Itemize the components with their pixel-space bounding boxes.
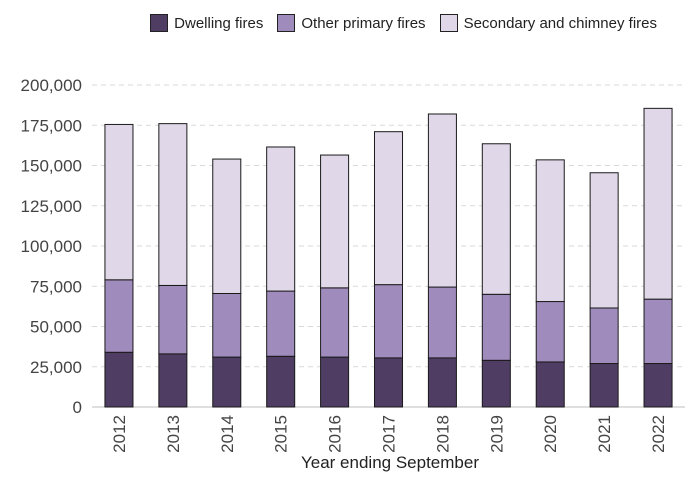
x-tick-label: 2014	[218, 415, 237, 453]
bar-segment-2017-0	[373, 357, 404, 408]
y-tick-label: 25,000	[30, 358, 82, 377]
x-axis-title: Year ending September	[301, 453, 479, 472]
legend-label-dwelling: Dwelling fires	[174, 14, 264, 32]
bar-segment-2020-1	[535, 301, 565, 363]
bar-segment-2020-0	[535, 361, 565, 408]
x-tick-label: 2013	[164, 415, 183, 453]
bar-segment-2021-0	[589, 363, 619, 408]
bar-segment-2022-1	[643, 298, 673, 365]
bar-segment-2022-2	[643, 107, 673, 300]
bar-segment-2013-2	[158, 123, 188, 286]
y-tick-label: 200,000	[21, 76, 82, 95]
bar-segment-2014-0	[212, 356, 242, 408]
chart-legend: Dwelling fires Other primary fires Secon…	[0, 10, 693, 36]
bar-segment-2021-2	[589, 172, 619, 309]
bar-segment-2017-1	[373, 284, 404, 359]
bar-segment-2013-0	[158, 353, 188, 408]
bar-segment-2012-1	[104, 279, 134, 353]
bar-segment-2019-0	[481, 359, 511, 408]
bar-segment-2020-2	[535, 159, 565, 303]
bar-segment-2019-2	[481, 143, 511, 295]
legend-item-other-primary: Other primary fires	[277, 14, 426, 32]
bar-segment-2012-2	[104, 123, 134, 281]
bar-segment-2018-2	[427, 113, 457, 288]
bar-segment-2017-2	[373, 131, 404, 286]
y-tick-label: 100,000	[21, 237, 82, 256]
y-tick-label: 125,000	[21, 197, 82, 216]
x-tick-label: 2015	[272, 415, 291, 453]
x-tick-label: 2022	[649, 415, 668, 453]
legend-swatch-secondary	[439, 14, 458, 32]
y-tick-label: 0	[73, 398, 82, 417]
bar-segment-2016-0	[320, 356, 350, 408]
bars	[104, 107, 673, 408]
x-tick-label: 2019	[487, 415, 506, 453]
x-tick-label: 2017	[380, 415, 399, 453]
y-tick-label: 150,000	[21, 157, 82, 176]
x-tick-label: 2021	[595, 415, 614, 453]
bar-segment-2021-1	[589, 307, 619, 365]
bar-segment-2015-0	[266, 355, 296, 408]
legend-item-dwelling: Dwelling fires	[150, 14, 263, 32]
y-tick-label: 175,000	[21, 116, 82, 135]
bar-segment-2015-2	[266, 146, 296, 292]
x-axis-ticks: 2012 2013 2014 2015 2016 2017 2018 2019 2020 2021…	[110, 415, 668, 453]
x-tick-label: 2016	[326, 415, 345, 453]
x-tick-label: 2020	[541, 415, 560, 453]
bar-segment-2022-0	[643, 363, 673, 408]
bar-segment-2016-2	[320, 154, 350, 289]
bar-segment-2014-2	[212, 158, 242, 294]
x-tick-label: 2018	[433, 415, 452, 453]
y-axis-ticks: 0 25,000 50,000 75,000 100,000 125,000 150,000…	[21, 76, 82, 417]
legend-label-secondary: Secondary and chimney fires	[463, 14, 657, 32]
y-tick-label: 75,000	[30, 277, 82, 296]
legend-item-secondary: Secondary and chimney fires	[439, 14, 657, 32]
bar-segment-2015-1	[266, 290, 296, 357]
bar-segment-2016-1	[320, 287, 350, 358]
legend-swatch-dwelling	[150, 14, 169, 32]
bar-segment-2013-1	[158, 284, 188, 355]
bar-segment-2018-0	[427, 357, 457, 408]
bar-segment-2019-1	[481, 293, 511, 361]
bar-segment-2012-0	[104, 351, 134, 408]
legend-swatch-other-primary	[277, 14, 296, 32]
bar-segment-2014-1	[212, 292, 242, 358]
y-tick-label: 50,000	[30, 318, 82, 337]
x-tick-label: 2012	[110, 415, 129, 453]
legend-label-other-primary: Other primary fires	[301, 14, 426, 32]
bar-segment-2018-1	[427, 286, 457, 359]
